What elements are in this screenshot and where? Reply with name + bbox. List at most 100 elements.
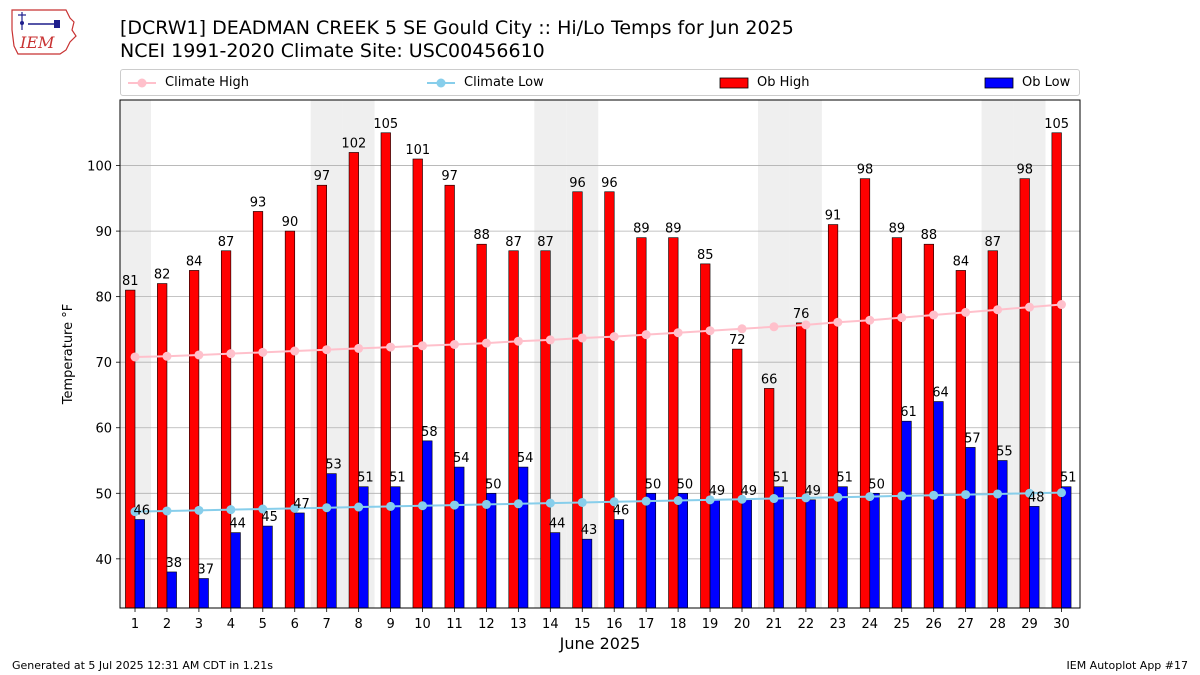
ob-high-value-label: 81	[122, 274, 139, 289]
x-tick-label: 27	[957, 617, 974, 632]
ob-high-value-label: 89	[889, 222, 906, 237]
ob-high-bar	[891, 237, 903, 609]
climate-low-point	[801, 493, 811, 503]
ob-low-value-label: 46	[134, 504, 151, 519]
climate-low-point	[865, 492, 875, 502]
ob-low-bar	[933, 401, 944, 609]
ob-high-value-label: 89	[665, 222, 682, 237]
ob-high-value-label: 87	[218, 235, 235, 250]
climate-low-point	[226, 505, 236, 515]
ob-low-value-label: 57	[964, 431, 981, 446]
ob-low-value-label: 49	[804, 484, 821, 499]
legend-label-ob-low: Ob Low	[1022, 75, 1071, 90]
y-tick-label: 40	[95, 553, 112, 568]
climate-high-point	[226, 349, 236, 359]
climate-high-point	[609, 332, 619, 342]
ob-high-value-label: 101	[405, 143, 430, 158]
y-tick-label: 80	[95, 291, 112, 306]
ob-high-value-label: 89	[633, 222, 650, 237]
ob-high-value-label: 90	[282, 215, 299, 230]
ob-high-value-label: 102	[341, 136, 366, 151]
ob-high-bar	[827, 224, 839, 609]
ob-high-value-label: 76	[793, 307, 810, 322]
ob-low-bar	[486, 492, 497, 609]
ob-low-value-label: 49	[741, 484, 758, 499]
y-tick-label: 100	[87, 160, 112, 175]
climate-high-point	[1025, 302, 1035, 312]
x-tick-label: 13	[510, 617, 527, 632]
ob-low-bar	[326, 473, 337, 609]
ob-high-value-label: 98	[857, 163, 874, 178]
ob-low-value-label: 51	[389, 471, 406, 486]
ob-high-value-label: 96	[601, 176, 618, 191]
ob-low-bar	[198, 578, 209, 609]
ob-high-value-label: 88	[921, 228, 938, 243]
climate-low-point	[513, 499, 523, 509]
climate-low-point	[897, 491, 907, 501]
title-line-1: [DCRW1] DEADMAN CREEK 5 SE Gould City ::…	[120, 17, 794, 39]
ob-low-bar	[454, 466, 465, 609]
ob-high-bar	[476, 243, 487, 609]
climate-high-point	[162, 351, 172, 361]
climate-low-point	[449, 500, 459, 510]
climate-high-point	[130, 352, 140, 362]
ob-high-value-label: 84	[186, 254, 203, 269]
ob-high-value-label: 82	[154, 268, 171, 283]
ob-low-value-label: 54	[517, 451, 534, 466]
ob-low-value-label: 37	[197, 563, 214, 578]
climate-low-point	[418, 501, 428, 511]
ob-low-swatch	[984, 77, 1014, 88]
ob-low-value-label: 53	[325, 458, 342, 473]
ob-low-bar	[613, 519, 625, 609]
climate-low-point	[833, 492, 843, 502]
climate-high-point	[769, 322, 779, 332]
x-tick-label: 4	[227, 617, 235, 632]
ob-low-value-label: 50	[868, 477, 885, 492]
climate-low-point	[705, 495, 715, 505]
climate-high-point	[449, 339, 459, 349]
ob-high-bar	[859, 178, 871, 609]
ob-high-value-label: 97	[314, 169, 331, 184]
climate-low-line	[134, 491, 1062, 513]
climate-high-point	[865, 315, 875, 325]
ob-low-value-label: 55	[996, 445, 1013, 460]
ob-low-value-label: 50	[677, 477, 694, 492]
ob-high-bar	[1051, 132, 1062, 609]
ob-high-bar	[412, 158, 423, 609]
ob-low-bar	[901, 420, 912, 609]
footer-generated: Generated at 5 Jul 2025 12:31 AM CDT in …	[12, 659, 273, 672]
ob-high-value-label: 85	[697, 248, 714, 263]
ob-high-bar	[604, 191, 615, 609]
ob-low-value-label: 64	[932, 386, 949, 401]
x-tick-label: 3	[195, 617, 203, 632]
climate-high-point	[418, 341, 428, 351]
climate-high-point	[833, 317, 843, 327]
x-tick-label: 14	[542, 617, 559, 632]
climate-high-point	[1056, 300, 1066, 310]
climate-high-point	[577, 333, 587, 343]
x-tick-label: 9	[386, 617, 394, 632]
iem-logo: IEM	[11, 9, 77, 55]
climate-low-point	[130, 507, 140, 517]
legend-item-climate-low: Climate Low	[426, 70, 544, 95]
ob-high-bar	[444, 184, 455, 609]
ob-low-bar	[997, 460, 1008, 609]
x-tick-label: 25	[893, 617, 910, 632]
legend-label-ob-high: Ob High	[757, 75, 810, 90]
x-tick-label: 16	[606, 617, 623, 632]
climate-low-point	[929, 490, 939, 500]
ob-low-value-label: 47	[293, 497, 310, 512]
x-tick-label: 26	[925, 617, 942, 632]
climate-low-point	[609, 497, 619, 507]
ob-high-value-label: 87	[505, 235, 522, 250]
ob-high-bar	[1019, 178, 1030, 609]
x-tick-label: 18	[670, 617, 687, 632]
ob-low-value-label: 51	[836, 471, 853, 486]
ob-high-bar	[508, 250, 519, 609]
climate-high-point	[545, 335, 555, 345]
ob-low-bar	[645, 492, 657, 609]
y-tick-label: 50	[95, 487, 112, 502]
ob-low-bar	[1061, 486, 1072, 609]
ob-high-bar	[700, 263, 711, 609]
